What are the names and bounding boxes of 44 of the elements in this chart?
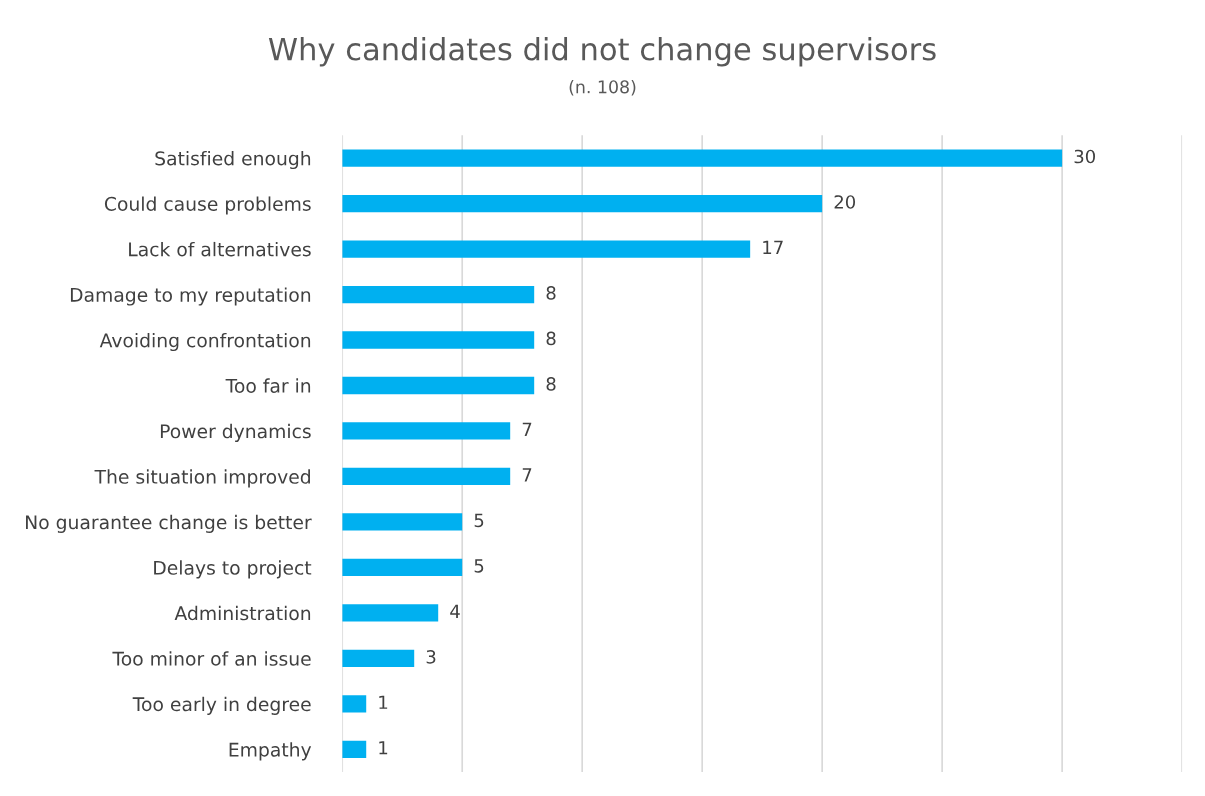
data-label: 8 (546, 377, 556, 391)
y-tick-label: Damage to my reputation (70, 287, 311, 306)
data-label: 17 (763, 240, 783, 255)
data-label: 7 (522, 468, 532, 482)
data-label: 3 (426, 649, 436, 664)
y-tick-label: Administration (174, 605, 311, 621)
y-tick-label: Avoiding confrontation (99, 332, 311, 352)
y-tick-label: Empathy (229, 742, 312, 761)
bar (342, 649, 415, 668)
bar (342, 194, 823, 213)
y-tick-label: Too far in (225, 378, 311, 393)
bar (342, 513, 463, 531)
y-tick-label: Power dynamics (160, 423, 311, 442)
bar (342, 740, 367, 759)
bar (342, 467, 511, 486)
data-label: 1 (379, 741, 388, 755)
data-label: 5 (474, 513, 484, 528)
bar (342, 285, 535, 304)
bar (342, 604, 439, 622)
data-label: 4 (450, 604, 460, 618)
y-tick-label: Satisfied enough (155, 150, 311, 170)
data-label: 20 (834, 195, 856, 209)
bar (342, 558, 463, 577)
y-tick-label: Too minor of an issue (112, 651, 311, 666)
chart-subtitle: (n. 108) (569, 79, 636, 96)
y-tick-label: Too early in degree (132, 696, 311, 715)
y-tick-label: Could cause problems (104, 196, 311, 215)
bar (342, 695, 367, 713)
bar (342, 422, 511, 440)
data-label: 7 (522, 422, 532, 436)
data-label: 8 (546, 286, 556, 300)
bar (342, 331, 535, 349)
y-tick-label: The situation improved (94, 469, 310, 488)
data-label: 5 (474, 559, 484, 573)
y-tick-label: Lack of alternatives (129, 241, 311, 257)
y-tick-label: Delays to project (154, 560, 312, 579)
data-label: 30 (1074, 149, 1096, 164)
bar (342, 240, 751, 258)
data-label: 1 (379, 695, 388, 709)
y-tick-label: No guarantee change is better (26, 514, 312, 533)
data-label: 8 (546, 331, 556, 346)
bar (342, 149, 1063, 167)
chart-title: Why candidates did not change supervisors (268, 36, 936, 67)
bar (342, 376, 535, 395)
